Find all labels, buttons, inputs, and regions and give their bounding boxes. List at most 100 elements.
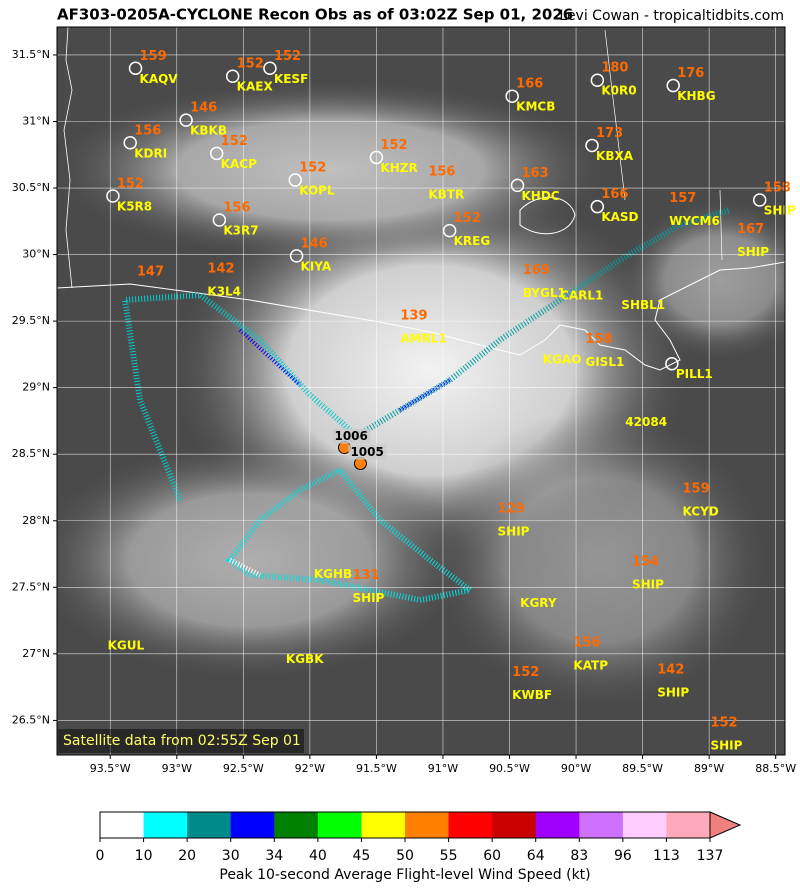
colorbar-segment xyxy=(187,812,232,838)
station-marker xyxy=(590,199,605,214)
station-id: GISL1 xyxy=(585,355,624,369)
x-tick-label: 93°W xyxy=(162,762,192,775)
colorbar-label: Peak 10-second Average Flight-level Wind… xyxy=(219,867,590,883)
y-tick-label: 30.5°N xyxy=(12,181,50,194)
wind-value: 158 xyxy=(585,332,612,347)
station-marker xyxy=(106,189,120,203)
station-marker xyxy=(225,69,240,83)
station-marker xyxy=(510,178,525,193)
station-marker xyxy=(123,136,137,150)
wind-value: 152 xyxy=(512,665,539,680)
wind-value: 146 xyxy=(190,101,217,116)
x-tick-label: 89.5°W xyxy=(622,762,663,775)
wind-value: 156 xyxy=(134,123,161,138)
x-tick-label: 91°W xyxy=(428,762,458,775)
wind-value: 152 xyxy=(710,716,737,731)
x-tick-label: 90°W xyxy=(561,762,591,775)
colorbar-tick-label: 0 xyxy=(96,848,105,864)
station-id: SHIP xyxy=(657,685,689,699)
wind-value: 169 xyxy=(523,263,550,278)
station-id: KBTR xyxy=(428,188,464,202)
wind-value: 156 xyxy=(573,636,600,651)
station-id: SHBL1 xyxy=(621,298,665,312)
wind-value: 152 xyxy=(274,49,301,64)
x-tick-label: 92°W xyxy=(295,762,325,775)
title: AF303-0205A-CYCLONE Recon Obs as of 03:0… xyxy=(57,6,573,24)
colorbar-tick-label: 60 xyxy=(483,848,501,864)
wind-value: 156 xyxy=(428,165,455,180)
station-id: KOPL xyxy=(299,184,335,198)
wind-value: 147 xyxy=(137,264,164,279)
x-tick-label: 92.5°W xyxy=(223,762,264,775)
station-marker xyxy=(179,113,193,127)
station-id: KGBK xyxy=(286,652,324,666)
colorbar-tick-label: 64 xyxy=(527,848,545,864)
y-tick-label: 31.5°N xyxy=(12,48,50,61)
wind-value: 166 xyxy=(601,187,628,202)
colorbar-segment xyxy=(579,812,624,838)
station-marker xyxy=(505,89,519,103)
pressure-box xyxy=(348,444,387,460)
colorbar-segment xyxy=(448,812,493,838)
station-marker xyxy=(128,61,143,76)
colorbar-tick-label: 10 xyxy=(135,848,153,864)
colorbar-segment xyxy=(274,812,319,838)
station-marker xyxy=(209,146,224,161)
station-id: SHIP xyxy=(737,245,769,259)
x-tick-label: 90.5°W xyxy=(489,762,530,775)
wind-value: 176 xyxy=(677,66,704,81)
station-id: KBKB xyxy=(190,124,227,138)
station-marker xyxy=(752,193,767,207)
station-id: KESF xyxy=(274,72,308,86)
station-id: SHIP xyxy=(632,577,664,591)
x-tick-label: 93.5°W xyxy=(90,762,131,775)
wind-value: 139 xyxy=(400,308,427,323)
wind-value: 152 xyxy=(299,161,326,176)
colorbar-tick-label: 83 xyxy=(570,848,588,864)
station-id: BYGL1 xyxy=(523,286,566,300)
station-id: SHIP xyxy=(498,524,530,538)
colorbar-segment xyxy=(230,812,275,838)
station-layer: 159 KAQV 152 KAEX 152 KESF 166 KMCB 180 K0R0 176 KH… xyxy=(106,49,796,753)
pressure-value: 1005 xyxy=(350,445,383,459)
station-id: KHZR xyxy=(380,161,417,175)
wind-value: 167 xyxy=(737,222,764,237)
wind-value: 129 xyxy=(498,501,525,516)
y-tick-label: 29°N xyxy=(22,381,50,394)
station-id: KGHB xyxy=(314,567,352,581)
station-id: KHBG xyxy=(677,89,715,103)
credit: Levi Cowan - tropicaltidbits.com xyxy=(559,8,784,24)
station-id: KGRY xyxy=(520,596,557,610)
x-tick-label: 91.5°W xyxy=(356,762,397,775)
y-tick-label: 27.5°N xyxy=(12,580,50,593)
station-marker xyxy=(585,138,599,153)
station-id: KMCB xyxy=(516,100,555,114)
colorbar-segment xyxy=(535,812,580,838)
station-id: KAQV xyxy=(140,72,179,86)
colorbar-segment xyxy=(405,812,450,838)
wind-value: 158 xyxy=(764,181,791,196)
y-tick-label: 27°N xyxy=(22,647,50,660)
x-tick-label: 89°W xyxy=(694,762,724,775)
colorbar-tick-label: 40 xyxy=(309,848,327,864)
colorbar-segment xyxy=(100,812,145,838)
station-marker xyxy=(590,73,605,87)
station-marker xyxy=(442,223,457,238)
station-id: K5R8 xyxy=(117,200,152,214)
station-id: K0R0 xyxy=(601,84,636,98)
colorbar-tick-label: 34 xyxy=(265,848,283,864)
station-id: KIYA xyxy=(301,259,332,273)
station-marker xyxy=(212,213,227,227)
station-marker xyxy=(289,249,304,263)
wind-value: 180 xyxy=(601,61,628,76)
y-tick-label: 28°N xyxy=(22,514,50,527)
wind-value: 152 xyxy=(221,134,248,149)
station-id: KBXA xyxy=(596,149,634,163)
station-id: PILL1 xyxy=(676,367,713,381)
station-id: K3L4 xyxy=(207,285,241,299)
colorbar-segment xyxy=(666,812,711,838)
station-id: KAEX xyxy=(237,80,274,94)
station-id: KDRI xyxy=(134,146,167,160)
wind-value: 152 xyxy=(380,138,407,153)
